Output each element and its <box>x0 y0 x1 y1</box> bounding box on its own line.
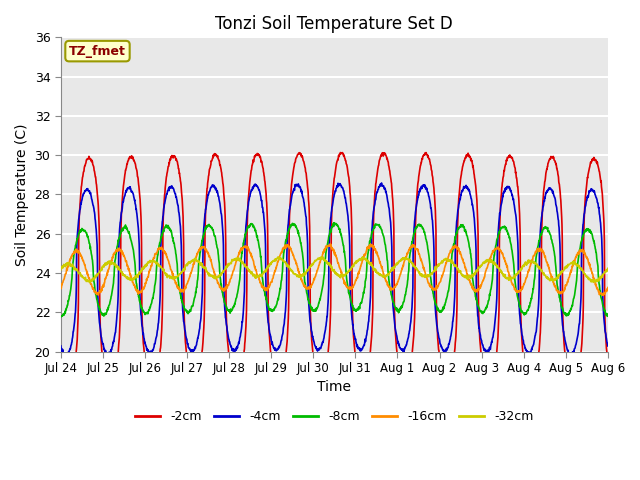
Legend: -2cm, -4cm, -8cm, -16cm, -32cm: -2cm, -4cm, -8cm, -16cm, -32cm <box>130 405 538 428</box>
Y-axis label: Soil Temperature (C): Soil Temperature (C) <box>15 123 29 265</box>
Text: TZ_fmet: TZ_fmet <box>69 45 126 58</box>
Title: Tonzi Soil Temperature Set D: Tonzi Soil Temperature Set D <box>216 15 453 33</box>
X-axis label: Time: Time <box>317 381 351 395</box>
